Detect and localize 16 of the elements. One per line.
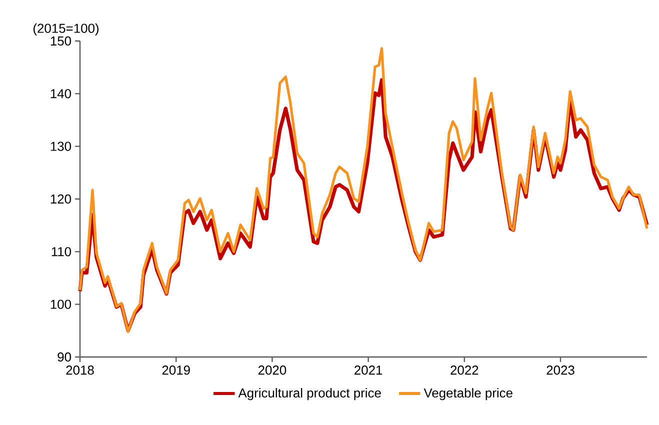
y-tick-label: 120: [50, 194, 72, 204]
x-tick-label: 2019: [162, 366, 190, 375]
y-tick-label: 110: [52, 247, 72, 256]
y-tick-label: 150: [50, 36, 72, 46]
y-axis-title: (2015=100): [33, 23, 98, 36]
y-tick-label: 90: [58, 352, 72, 362]
x-tick-label: 2022: [450, 366, 478, 375]
legend-label: Vegetable price: [424, 388, 512, 400]
y-tick-label: 100: [50, 300, 72, 309]
y-tick-label: 130: [50, 142, 72, 151]
x-tick-label: 2023: [546, 366, 574, 375]
x-tick-label: 2020: [258, 366, 286, 375]
x-tick-label: 2021: [354, 366, 382, 375]
y-tick-label: 140: [50, 89, 72, 98]
legend-label: Agricultural product price: [238, 388, 381, 400]
x-tick-label: 2018: [66, 366, 94, 375]
